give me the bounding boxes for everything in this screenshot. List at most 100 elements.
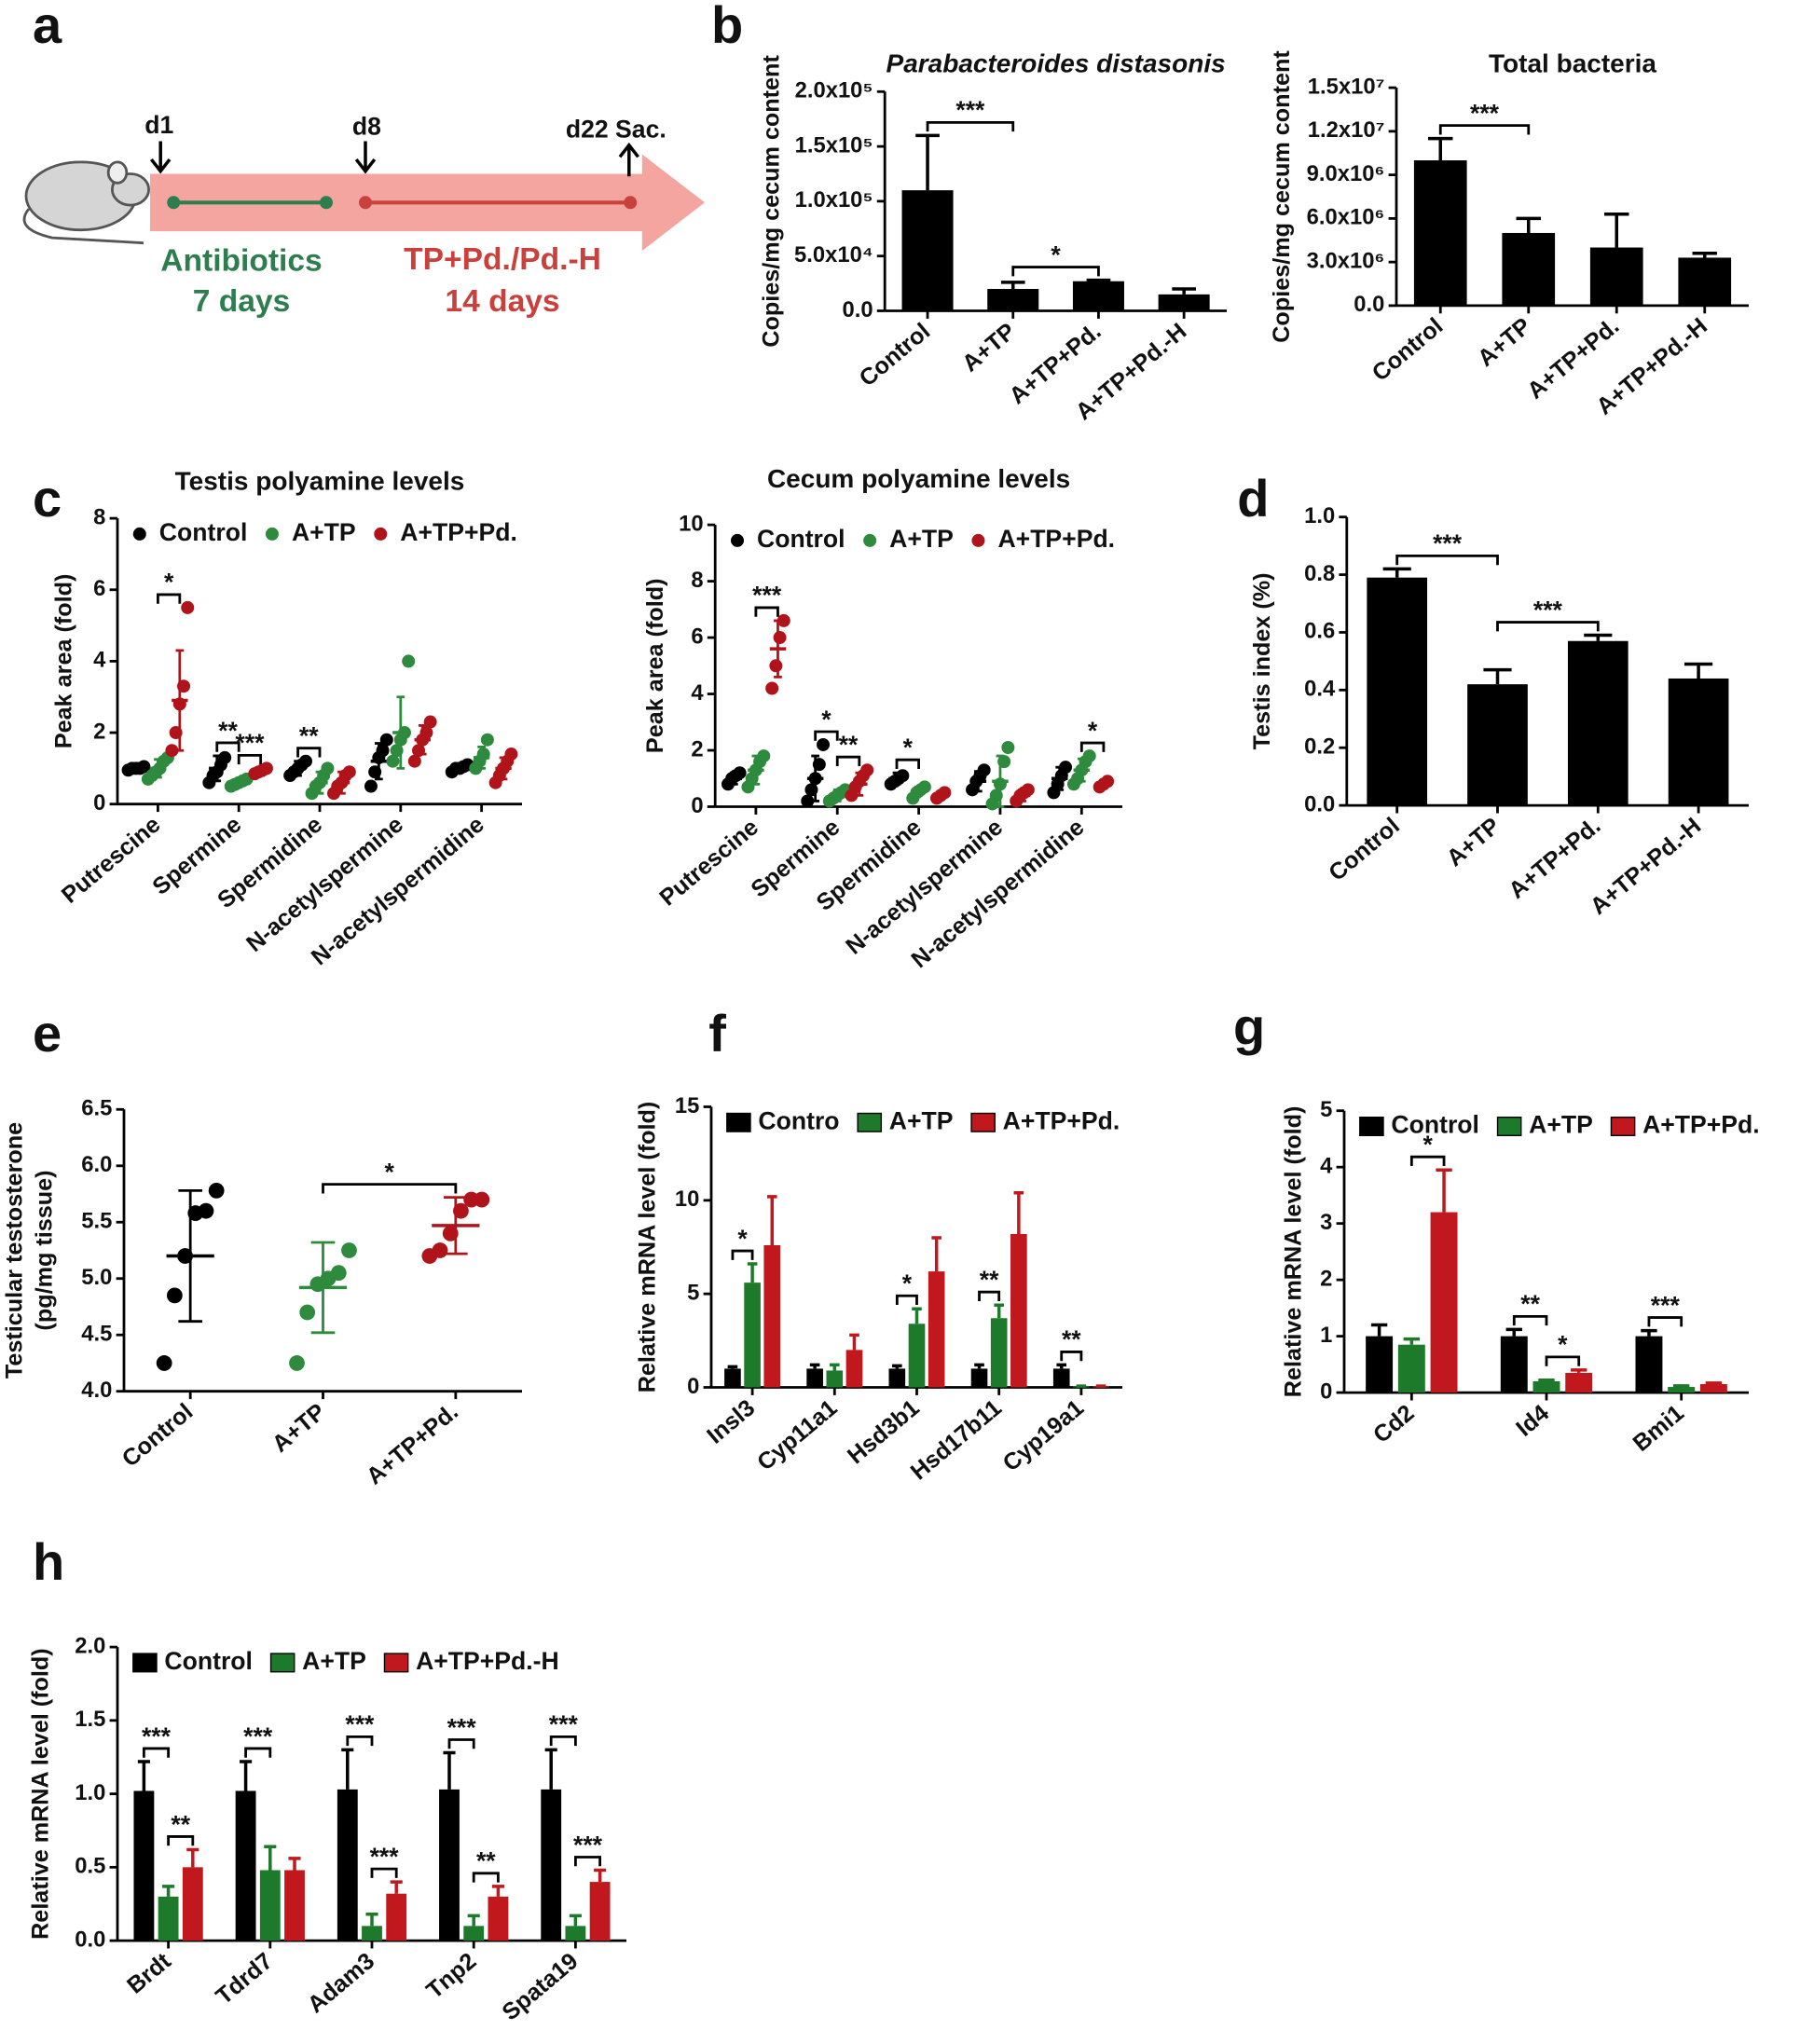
x-tick-label: Tdrd7 [211,1948,278,2010]
data-point [218,750,232,764]
significance-bracket [142,1747,170,1758]
bar [1467,684,1528,806]
y-tick-label: 8 [93,504,105,529]
y-tick-label: 5.5 [81,1209,112,1234]
error-bar [186,1847,199,1868]
error-bar [747,1262,758,1283]
data-point [1082,749,1096,763]
error-bar [727,1365,738,1369]
legend-label: A+TP+Pd. [1003,1106,1120,1134]
x-tick-label: A+TP [268,1399,331,1458]
x-tick-label: Brdt [122,1948,176,1999]
bar [1668,678,1729,806]
legend-label: A+TP+Pd. [400,518,517,546]
bar [990,1318,1008,1388]
significance-label: * [737,1225,748,1253]
error-bar [1641,1328,1657,1337]
y-tick-label: 0.5 [75,1854,105,1879]
sd-bar [154,758,162,779]
x-tick-label: A+TP [957,318,1021,377]
day-label: d8 [352,113,381,141]
y-axis-label: Relative mRNA level (fold) [27,1648,53,1940]
data-point [289,1355,305,1371]
x-tick-label: A+TP [1473,313,1536,372]
bar [1158,294,1210,311]
data-point [773,631,787,645]
x-tick-label: Control [855,318,936,391]
significance-bracket [1647,1316,1683,1327]
sd-bar [375,742,383,781]
bar [901,190,954,311]
significance-bracket [1060,1351,1083,1362]
y-tick-label: 4 [93,648,106,673]
data-point [480,733,494,747]
significance-label: *** [235,729,265,757]
error-bar [1172,287,1196,295]
x-tick-label: A+TP+Pd. [1504,813,1605,904]
chart-title: Parabacteroides distasonis [886,49,1226,78]
y-axis-label: Relative mRNA level (fold) [1280,1106,1306,1398]
x-tick-label: Control [1367,313,1449,387]
error-bar [544,1748,557,1790]
bar [235,1790,256,1941]
significance-bracket [1011,266,1100,277]
legend-label: A+TP [302,1647,366,1675]
bar [182,1867,203,1941]
legend-label: A+TP [1529,1111,1593,1139]
significance-bracket [296,747,322,758]
x-tick-label: Tnp2 [421,1948,481,2004]
significance-bracket [215,741,240,752]
data-point [801,794,815,808]
y-axis-label: Testis index (%) [1249,572,1275,749]
data-point [165,744,179,758]
significance-bracket [926,120,1015,132]
bar [888,1368,906,1388]
bar [463,1926,485,1941]
significance-bracket [244,1747,272,1758]
x-tick-label: Adam3 [303,1948,379,2018]
bar [1567,640,1628,806]
y-tick-label: 2.0x10⁵ [795,78,873,103]
y-tick-label: 5 [1320,1097,1332,1122]
error-bar [1505,1327,1522,1337]
data-point [166,1287,183,1304]
bar [259,1870,281,1941]
significance-label: *** [752,582,782,610]
error-bar [1516,216,1541,233]
significance-bracket [157,593,182,604]
timeline-diagram: d1 d8 d22 Sac. Antibiotics 7 days TP+Pd.… [22,111,705,319]
panel-label: b [711,0,743,54]
error-bar [1403,1337,1421,1345]
error-bar [1436,1168,1452,1213]
error-bar [809,1363,820,1369]
significance-bracket [895,1294,918,1306]
sd-bar [444,1196,468,1255]
significance-label: ** [980,1266,999,1294]
bar [1532,1381,1560,1393]
y-tick-label: 0 [691,793,703,818]
bar [1072,281,1124,311]
legend-label: A+TP [889,525,954,553]
sd-bar [418,723,427,756]
bar [589,1882,611,1941]
y-tick-label: 8 [691,568,703,593]
significance-label: *** [1470,99,1500,127]
y-axis-label: Copies/mg cecum content [758,55,784,348]
y-tick-label: 1.5x10⁵ [795,132,873,158]
error-bar [766,1195,777,1245]
y-tick-label: 0.4 [1304,677,1336,702]
phase-duration: 14 days [445,284,559,319]
panel-label: f [708,1004,726,1063]
significance-bracket [447,1738,475,1749]
phase-duration: 7 days [193,284,291,319]
chart-title: Cecum polyamine levels [767,464,1070,493]
significance-bracket [1395,554,1499,566]
y-tick-label: 0 [687,1374,699,1399]
legend-marker [970,1112,996,1132]
legend-marker [1496,1116,1522,1136]
bar [1678,257,1732,306]
significance-bracket [1545,1355,1581,1366]
y-axis-label: Copies/mg cecum content [1269,50,1295,343]
legend-label: Control [1391,1111,1479,1139]
